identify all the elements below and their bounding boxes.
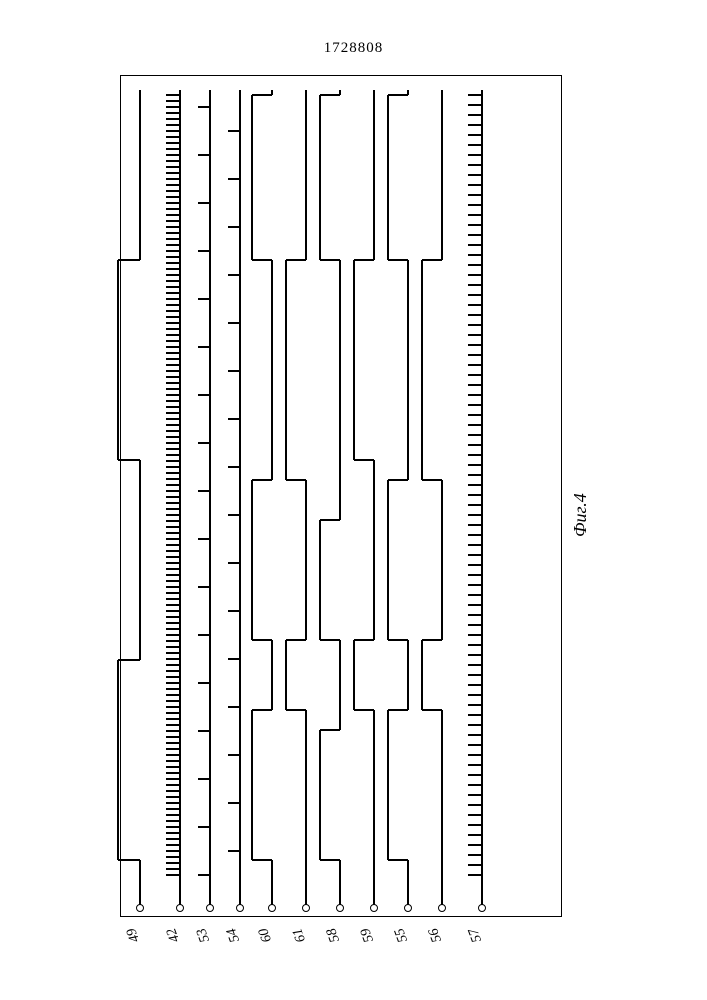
channel-label: 57 bbox=[466, 926, 486, 945]
terminal bbox=[404, 904, 412, 912]
terminal bbox=[176, 904, 184, 912]
page: 1728808 4942535460615859555657 Фиг.4 bbox=[0, 0, 707, 1000]
terminal bbox=[336, 904, 344, 912]
channel-label: 56 bbox=[426, 926, 446, 945]
channel-label: 55 bbox=[392, 926, 412, 945]
channel-label: 42 bbox=[164, 926, 184, 945]
terminal bbox=[136, 904, 144, 912]
figure-caption: Фиг.4 bbox=[570, 493, 591, 537]
channel-label: 58 bbox=[324, 926, 344, 945]
channel-label: 60 bbox=[256, 926, 276, 945]
document-number: 1728808 bbox=[0, 40, 707, 57]
terminal bbox=[478, 904, 486, 912]
terminal bbox=[236, 904, 244, 912]
terminal bbox=[370, 904, 378, 912]
channel-label: 53 bbox=[194, 926, 214, 945]
terminal bbox=[438, 904, 446, 912]
terminal bbox=[302, 904, 310, 912]
timing-diagram: 4942535460615859555657 bbox=[140, 90, 550, 900]
terminal bbox=[268, 904, 276, 912]
channel-label: 54 bbox=[224, 926, 244, 945]
channel-label: 61 bbox=[290, 926, 310, 945]
terminal bbox=[206, 904, 214, 912]
channel-label: 59 bbox=[358, 926, 378, 945]
channel-label: 49 bbox=[124, 926, 144, 945]
